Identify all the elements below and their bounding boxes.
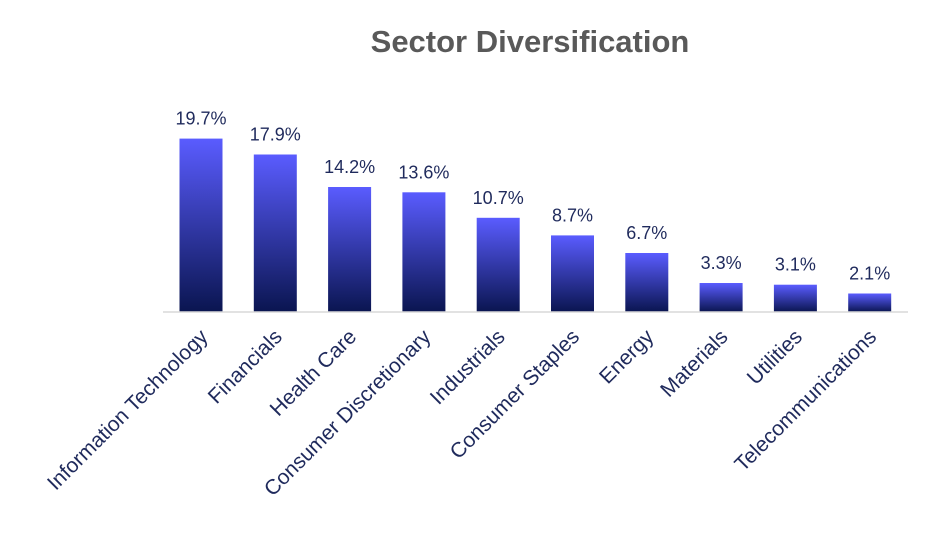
chart-title: Sector Diversification [371,24,690,59]
bar-health-care [328,187,372,312]
bar-information-technology [179,138,223,312]
data-label-consumer-staples: 8.7% [552,205,593,225]
data-label-utilities: 3.1% [775,255,816,275]
data-label-consumer-discretionary: 13.6% [398,162,449,182]
bar-consumer-discretionary [402,192,446,312]
data-label-energy: 6.7% [626,223,667,243]
bar-financials [253,154,297,312]
bar-utilities [773,284,817,312]
data-label-health-care: 14.2% [324,157,375,177]
bar-telecommunications [848,293,892,312]
bar-materials [699,283,743,312]
category-label-consumer-staples: Consumer Staples [446,325,584,463]
bar-energy [625,253,669,312]
data-labels-group: 19.7% 17.9% 14.2% 13.6% 10.7% 8.7% 6.7% 3.3% 3.1… [175,109,890,284]
data-label-industrials: 10.7% [473,188,524,208]
data-label-information-technology: 19.7% [175,109,226,129]
category-label-telecommunications: Telecommunications [730,325,881,476]
bars-group [179,138,892,312]
data-label-telecommunications: 2.1% [849,264,890,284]
category-label-materials: Materials [656,325,733,402]
bar-industrials [476,217,520,312]
category-label-information-technology: Information Technology [43,325,213,495]
category-label-energy: Energy [595,325,659,389]
data-label-financials: 17.9% [250,125,301,145]
data-label-materials: 3.3% [701,253,742,273]
category-label-utilities: Utilities [743,325,807,389]
bar-consumer-staples [551,235,594,312]
